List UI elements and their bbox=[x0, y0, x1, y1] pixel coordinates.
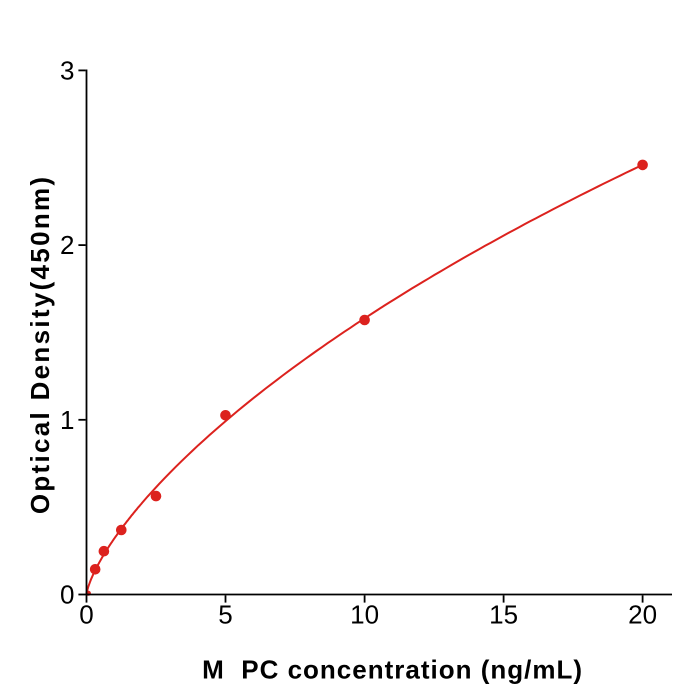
svg-text:10: 10 bbox=[350, 600, 379, 630]
svg-text:3: 3 bbox=[60, 56, 74, 86]
svg-text:20: 20 bbox=[628, 600, 657, 630]
svg-text:1: 1 bbox=[60, 405, 74, 435]
svg-text:0: 0 bbox=[79, 600, 93, 630]
svg-text:2: 2 bbox=[60, 230, 74, 260]
svg-text:5: 5 bbox=[218, 600, 232, 630]
svg-text:0: 0 bbox=[60, 580, 74, 610]
svg-text:15: 15 bbox=[489, 600, 518, 630]
svg-text:Optical Density(450nm): Optical Density(450nm) bbox=[25, 175, 55, 515]
svg-text:M PC concentration (ng/mL): M PC concentration (ng/mL) bbox=[202, 655, 583, 685]
